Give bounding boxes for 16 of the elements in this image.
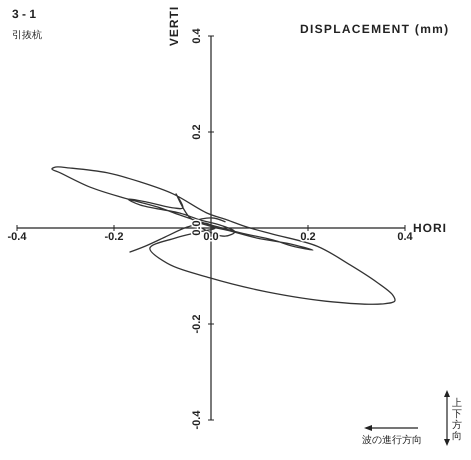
text: 3 - 1 — [12, 7, 36, 21]
x-axis-title: HORI — [413, 221, 447, 235]
chart-title: DISPLACEMENT (mm) — [300, 22, 450, 36]
y-tick-label: -0.2 — [191, 314, 203, 334]
x-tick-label: 0.2 — [300, 231, 316, 243]
y-tick-label: 0.4 — [191, 27, 203, 44]
y-tick-label: -0.4 — [191, 410, 203, 430]
x-tick-label: 0.4 — [397, 231, 414, 243]
line-series — [51, 166, 396, 305]
y-axis-title: VERTI — [167, 6, 181, 46]
text: 波の進行方向 — [362, 434, 422, 446]
text: 上下方向 — [452, 397, 462, 442]
x-tick-label: -0.4 — [8, 231, 28, 243]
x-tick-label: -0.2 — [104, 231, 124, 243]
annotation: 引抜杭 — [12, 29, 42, 41]
y-tick-label: 0.2 — [191, 124, 203, 140]
